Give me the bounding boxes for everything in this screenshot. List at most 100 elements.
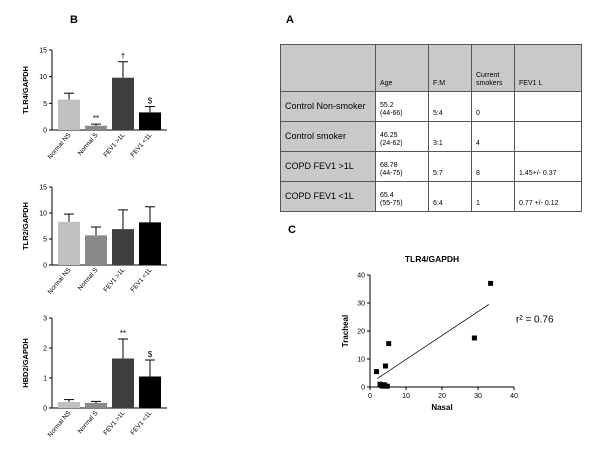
data-point (373, 369, 379, 375)
x-tick-label: Normal NS (47, 131, 73, 160)
age-range: (44-75) (380, 170, 403, 178)
table-cell-fev1: 0.77 +/- 0.12 (514, 181, 582, 212)
demographics-table: Age F:M Current smokers FEV1 L Control N… (280, 44, 582, 212)
x-tick-label: FEV1 >1L (102, 131, 126, 158)
table-cell-fm: 5:4 (428, 91, 472, 122)
data-point (382, 363, 388, 369)
bar (85, 402, 107, 408)
y-tick-label: 15 (39, 48, 47, 55)
table-cell-smokers: 0 (471, 91, 515, 122)
bar (85, 125, 107, 130)
y-tick-label: 5 (43, 101, 47, 108)
table-header-cell: FEV1 L (514, 44, 582, 92)
hbd2-bar-chart: 0 1 2 3 HBD2/GAPDH Normal NS Normal S ** FEV1 >1… (21, 316, 167, 439)
y-tick-label: 15 (39, 185, 47, 192)
r-squared-annotation: r² = 0.76 (516, 315, 554, 326)
y-tick-label: 20 (357, 329, 365, 336)
table-row-label: COPD FEV1 <1L (280, 181, 376, 212)
age-value: 65.4 (380, 191, 394, 199)
x-tick-label: FEV1 >1L (102, 409, 126, 436)
x-axis-label: Nasal (431, 403, 452, 412)
x-tick-label: 20 (438, 393, 446, 400)
significance-marker: ** (120, 329, 126, 338)
y-tick-label: 0 (43, 128, 47, 135)
panel-label-a: A (286, 14, 294, 26)
x-tick-label: FEV1 >1L (102, 266, 126, 293)
y-tick-label: 10 (39, 211, 47, 218)
data-point (471, 335, 477, 341)
table-cell-age: 46.25 (24-62) (375, 121, 429, 152)
y-tick-label: 40 (357, 273, 365, 280)
panel-label-b: B (70, 14, 78, 26)
age-range: (55-75) (380, 200, 403, 208)
tlr4-scatter-plot: TLR4/GAPDH 0 10 20 30 40 0 10 20 30 40 Nasal Trachea… (341, 254, 554, 412)
y-tick-label: 30 (357, 301, 365, 308)
x-tick-label: FEV1 <1L (129, 266, 153, 293)
x-tick-label: 0 (368, 393, 372, 400)
table-cell-fm: 5:7 (428, 151, 472, 182)
y-tick-label: 1 (43, 376, 47, 383)
scatter-title: TLR4/GAPDH (405, 254, 459, 264)
y-tick-label: 10 (39, 74, 47, 81)
table-cell-smokers: 4 (471, 121, 515, 152)
data-point (386, 341, 392, 347)
data-point (381, 382, 387, 388)
bar (139, 376, 161, 408)
table-header-cell (280, 44, 376, 92)
x-tick-label: Normal NS (47, 409, 73, 438)
y-axis-label: TLR4/GAPDH (21, 66, 30, 114)
y-tick-label: 0 (361, 385, 365, 392)
y-axis-label: HBD2/GAPDH (21, 338, 30, 388)
bar (139, 222, 161, 265)
age-value: 68.78 (380, 161, 398, 169)
table-header-row: Age F:M Current smokers FEV1 L (280, 44, 582, 92)
y-axis-label: TLR2/GAPDH (21, 202, 30, 250)
table-header-cell: F:M (428, 44, 472, 92)
bar (58, 221, 80, 265)
y-tick-label: 10 (357, 357, 365, 364)
significance-marker: $ (148, 350, 153, 359)
table-row: COPD FEV1 >1L 68.78 (44-75) 5:7 8 1.45+/-… (280, 151, 582, 182)
table-header-cell: Age (375, 44, 429, 92)
age-value: 46.25 (380, 131, 398, 139)
bar (58, 99, 80, 130)
y-tick-label: 0 (43, 406, 47, 413)
y-axis-label: Tracheal (341, 315, 350, 347)
x-tick-label: 30 (474, 393, 482, 400)
table-row-label: COPD FEV1 >1L (280, 151, 376, 182)
y-tick-label: 3 (43, 316, 47, 323)
age-value: 55.2 (380, 101, 394, 109)
significance-marker: $ (148, 97, 153, 106)
y-tick-label: 5 (43, 237, 47, 244)
panel-label-c: C (288, 224, 296, 236)
x-tick-label: FEV1 <1L (129, 131, 153, 158)
x-tick-label: Normal S (77, 131, 100, 157)
table-row: Control smoker 46.25 (24-62) 3:1 4 (280, 121, 582, 152)
x-tick-label: FEV1 <1L (129, 409, 153, 436)
table-cell-fev1 (514, 91, 582, 122)
table-cell-smokers: 8 (471, 151, 515, 182)
table-cell-fev1: 1.45+/- 0.37 (514, 151, 582, 182)
bar (139, 112, 161, 130)
x-tick-label: Normal NS (47, 266, 73, 295)
table-cell-age: 68.78 (44-75) (375, 151, 429, 182)
data-point (384, 383, 390, 389)
x-tick-label: Normal S (77, 409, 100, 435)
y-tick-label: 2 (43, 346, 47, 353)
bar (85, 235, 107, 265)
tlr4-bar-chart: 0 5 10 15 TLR4/GAPDH Normal NS ** Normal S † FEV1… (21, 48, 167, 161)
bar (112, 358, 134, 408)
table-cell-smokers: 1 (471, 181, 515, 212)
regression-line (376, 304, 490, 379)
x-tick-label: 40 (510, 393, 518, 400)
table-header-cell: Current smokers (471, 44, 515, 92)
table-cell-fm: 6:4 (428, 181, 472, 212)
table-cell-age: 55.2 (44-66) (375, 91, 429, 122)
data-point (488, 280, 494, 286)
age-range: (24-62) (380, 140, 403, 148)
bar (112, 77, 134, 130)
x-tick-label: 10 (402, 393, 410, 400)
y-tick-label: 0 (43, 263, 47, 270)
table-row: Control Non-smoker 55.2 (44-66) 5:4 0 (280, 91, 582, 122)
table-cell-fm: 3:1 (428, 121, 472, 152)
